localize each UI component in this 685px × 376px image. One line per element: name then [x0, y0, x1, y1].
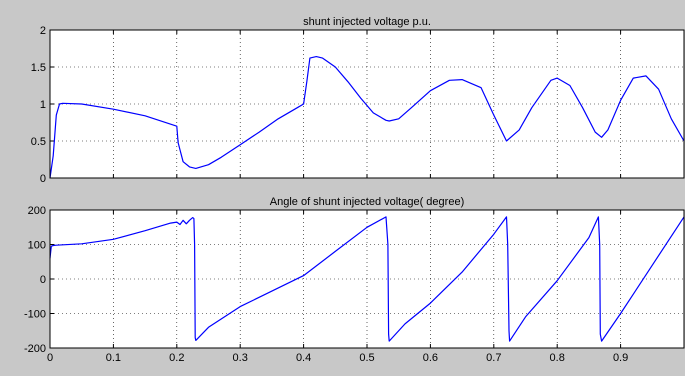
top-y-tick-label: 1.5 [31, 62, 46, 74]
bottom-x-tick-label: 0.8 [550, 352, 565, 364]
bottom-y-tick-label: 200 [28, 205, 46, 217]
top-y-tick-label: 0 [40, 173, 46, 185]
top-axes-frame [49, 29, 685, 179]
bottom-x-tick-label: 0.5 [359, 352, 374, 364]
bottom-x-tick-label: 0 [47, 352, 53, 364]
bottom-axes-frame [49, 209, 685, 349]
bottom-x-tick-label: 0.2 [169, 352, 184, 364]
bottom-y-tick-label: -100 [24, 309, 46, 321]
top-y-tick-label: 0.5 [31, 136, 46, 148]
bottom-x-tick-label: 0.4 [296, 352, 311, 364]
top-y-tick-label: 2 [40, 25, 46, 37]
bottom-y-tick-label: -200 [24, 343, 46, 355]
top-series-line [49, 55, 685, 179]
bottom-series-line [49, 216, 685, 342]
bottom-x-tick-label: 0.7 [486, 352, 501, 364]
bottom-x-tick-label: 0.1 [106, 352, 121, 364]
top-axes: shunt injected voltage p.u. 0 0.5 1 1.5 2 [31, 16, 685, 185]
top-plot-title: shunt injected voltage p.u. [303, 16, 431, 28]
bottom-axes: Angle of shunt injected voltage( degree)… [24, 196, 685, 364]
bottom-y-tick-label: 0 [40, 274, 46, 286]
bottom-y-tick-label: 100 [28, 240, 46, 252]
bottom-x-tick-label: 0.3 [233, 352, 248, 364]
bottom-x-tick-label: 0.6 [423, 352, 438, 364]
top-y-tick-label: 1 [40, 99, 46, 111]
bottom-x-tick-label: 0.9 [613, 352, 628, 364]
bottom-plot-title: Angle of shunt injected voltage( degree) [270, 196, 464, 208]
